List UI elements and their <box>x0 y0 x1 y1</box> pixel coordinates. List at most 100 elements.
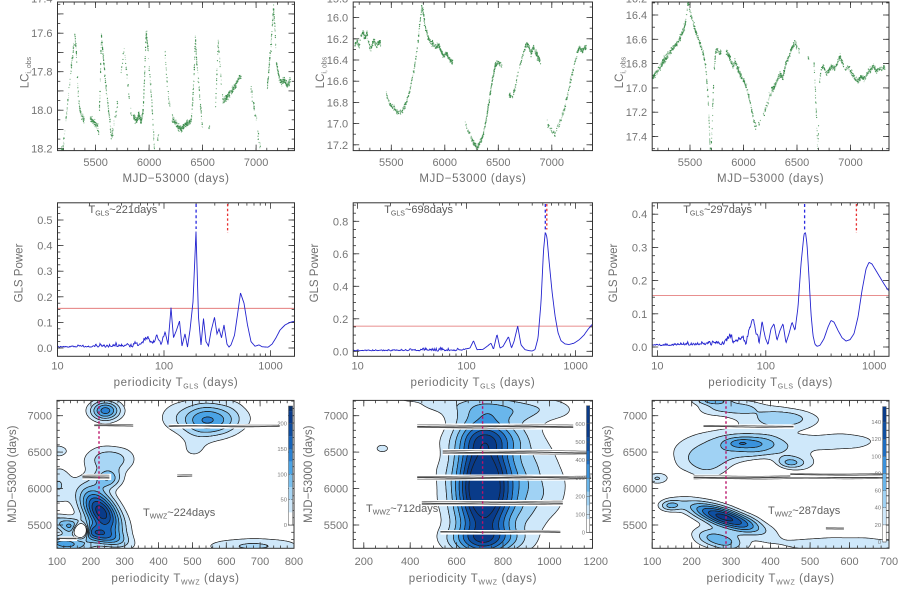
svg-text:1000: 1000 <box>258 361 282 373</box>
svg-text:6000: 6000 <box>324 484 348 496</box>
svg-text:5500: 5500 <box>623 520 647 532</box>
svg-text:1200: 1200 <box>584 556 608 568</box>
svg-text:60: 60 <box>875 489 881 495</box>
svg-text:6500: 6500 <box>785 157 809 169</box>
svg-text:periodicity TWWZ (days): periodicity TWWZ (days) <box>409 573 537 587</box>
svg-text:17.4: 17.4 <box>31 0 52 6</box>
svg-text:5500: 5500 <box>28 520 52 532</box>
svg-text:GLS Power: GLS Power <box>608 243 620 302</box>
svg-text:500: 500 <box>183 556 201 568</box>
svg-text:6000: 6000 <box>623 484 647 496</box>
svg-text:1000: 1000 <box>563 361 587 373</box>
svg-text:0.8: 0.8 <box>333 216 348 228</box>
svg-text:10: 10 <box>651 361 663 373</box>
svg-text:1000: 1000 <box>862 361 886 373</box>
svg-text:0.5: 0.5 <box>37 215 52 227</box>
svg-text:200: 200 <box>82 556 100 568</box>
svg-text:100: 100 <box>575 513 585 519</box>
svg-text:6500: 6500 <box>324 447 348 459</box>
svg-text:10: 10 <box>51 361 63 373</box>
svg-text:200: 200 <box>355 556 373 568</box>
svg-text:800: 800 <box>285 556 303 568</box>
svg-text:16.6: 16.6 <box>327 76 348 88</box>
svg-text:200: 200 <box>277 422 287 428</box>
svg-text:18.2: 18.2 <box>31 144 52 156</box>
svg-text:16.8: 16.8 <box>327 97 348 109</box>
svg-text:600: 600 <box>840 556 858 568</box>
svg-text:150: 150 <box>277 447 287 453</box>
svg-text:6000: 6000 <box>28 484 52 496</box>
svg-text:periodicity TGLS (days): periodicity TGLS (days) <box>708 377 833 391</box>
svg-text:50: 50 <box>281 498 287 504</box>
svg-text:700: 700 <box>251 556 269 568</box>
svg-text:600: 600 <box>217 556 235 568</box>
svg-text:17.8: 17.8 <box>31 67 52 79</box>
svg-text:7000: 7000 <box>838 157 862 169</box>
svg-text:17.0: 17.0 <box>626 83 647 95</box>
svg-text:17.2: 17.2 <box>327 140 348 152</box>
svg-text:5500: 5500 <box>83 157 107 169</box>
svg-text:0.4: 0.4 <box>37 241 52 253</box>
svg-text:7000: 7000 <box>540 157 564 169</box>
svg-text:0.4: 0.4 <box>333 281 348 293</box>
svg-text:periodicity TGLS (days): periodicity TGLS (days) <box>411 377 536 391</box>
svg-text:16.4: 16.4 <box>626 10 647 22</box>
svg-text:700: 700 <box>880 556 898 568</box>
svg-text:120: 120 <box>871 437 881 443</box>
svg-text:0.2: 0.2 <box>333 314 348 326</box>
svg-text:0.0: 0.0 <box>632 342 647 354</box>
svg-text:20: 20 <box>875 523 881 529</box>
svg-text:5500: 5500 <box>678 157 702 169</box>
svg-text:0.0: 0.0 <box>37 343 52 355</box>
svg-text:6500: 6500 <box>623 447 647 459</box>
svg-text:0.3: 0.3 <box>37 266 52 278</box>
svg-text:16.6: 16.6 <box>626 34 647 46</box>
svg-text:16.2: 16.2 <box>327 34 348 46</box>
svg-text:7000: 7000 <box>244 157 268 169</box>
svg-text:6000: 6000 <box>731 157 755 169</box>
svg-text:MJD−53000 (days): MJD−53000 (days) <box>303 425 315 523</box>
svg-text:MJD−53000 (days): MJD−53000 (days) <box>122 173 229 185</box>
svg-text:200: 200 <box>575 494 585 500</box>
svg-text:300: 300 <box>575 476 585 482</box>
svg-text:MJD−53000 (days): MJD−53000 (days) <box>419 173 526 185</box>
svg-text:0.2: 0.2 <box>37 292 52 304</box>
svg-text:0: 0 <box>582 531 585 537</box>
svg-text:800: 800 <box>494 556 512 568</box>
svg-text:GLS Power: GLS Power <box>309 243 321 302</box>
svg-text:MJD−53000 (days): MJD−53000 (days) <box>717 173 824 185</box>
svg-text:100: 100 <box>643 556 661 568</box>
svg-text:100: 100 <box>277 472 287 478</box>
svg-text:400: 400 <box>401 556 419 568</box>
svg-text:300: 300 <box>116 556 134 568</box>
svg-text:6000: 6000 <box>433 157 457 169</box>
svg-text:80: 80 <box>875 471 881 477</box>
svg-text:100: 100 <box>457 361 475 373</box>
svg-text:140: 140 <box>871 420 881 426</box>
svg-text:0.1: 0.1 <box>632 309 647 321</box>
svg-text:1000: 1000 <box>537 556 561 568</box>
svg-text:MJD−53000 (days): MJD−53000 (days) <box>7 425 19 523</box>
svg-text:17.4: 17.4 <box>626 132 647 144</box>
svg-text:0.1: 0.1 <box>37 317 52 329</box>
svg-text:100: 100 <box>757 361 775 373</box>
svg-text:5500: 5500 <box>379 157 403 169</box>
svg-text:16.2: 16.2 <box>626 0 647 6</box>
svg-text:100: 100 <box>48 556 66 568</box>
svg-text:600: 600 <box>575 422 585 428</box>
svg-text:0.6: 0.6 <box>333 249 348 261</box>
svg-text:200: 200 <box>683 556 701 568</box>
svg-text:5500: 5500 <box>324 520 348 532</box>
svg-text:100: 100 <box>871 454 881 460</box>
svg-text:15.8: 15.8 <box>327 0 348 6</box>
svg-text:6500: 6500 <box>486 157 510 169</box>
svg-text:periodicity TGLS (days): periodicity TGLS (days) <box>114 377 239 391</box>
svg-text:0.2: 0.2 <box>632 276 647 288</box>
svg-text:MJD−53000 (days): MJD−53000 (days) <box>602 425 614 523</box>
svg-text:10: 10 <box>351 361 363 373</box>
svg-text:400: 400 <box>761 556 779 568</box>
svg-text:0: 0 <box>878 540 881 546</box>
svg-text:600: 600 <box>447 556 465 568</box>
svg-text:periodicity TWWZ (days): periodicity TWWZ (days) <box>111 573 239 587</box>
svg-text:7000: 7000 <box>28 411 52 423</box>
